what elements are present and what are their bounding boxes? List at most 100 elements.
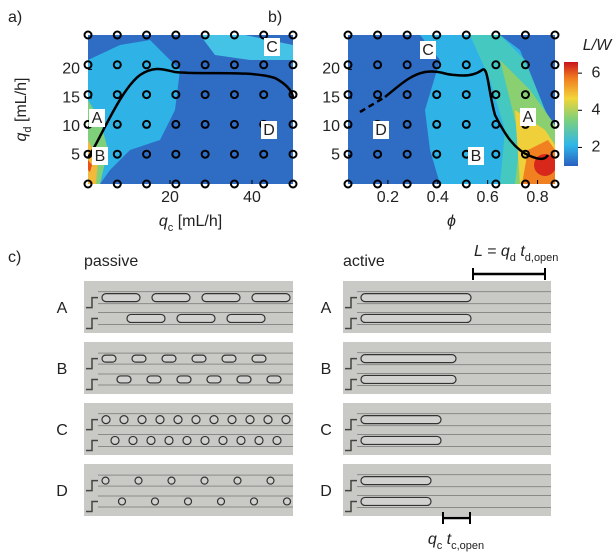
y-axis-label-part: [mL/h] [13,78,30,127]
droplet [191,354,207,363]
sample-point [83,149,93,159]
droplet [200,476,209,485]
sample-point [112,60,122,70]
droplet [131,354,147,363]
droplet [360,313,472,324]
sample-point [550,30,560,40]
micrograph [84,342,293,394]
y-tick-label: 10 [62,118,80,135]
sample-point [491,60,501,70]
x-axis-label-part: [mL/h] [173,213,222,230]
sample-point [112,119,122,129]
sample-point [373,90,383,100]
inlet [86,500,98,513]
inlet [86,357,98,370]
gap-formula-part: t [442,531,451,548]
region-label-bg [92,147,108,165]
colorbar-tick-label: 4 [592,102,601,119]
droplet [137,415,147,425]
sample-point [171,179,181,189]
droplet [360,496,432,507]
sample-point [520,60,530,70]
y-tick-label: 15 [322,89,340,106]
sample-point [402,119,412,129]
sample-point [491,179,501,189]
sample-point [229,60,239,70]
sample-point [550,90,560,100]
droplet [266,476,275,485]
sample-point [550,60,560,70]
sample-point [461,90,471,100]
sample-point [491,149,501,159]
droplet [254,435,264,446]
sample-point [491,119,501,129]
droplet [266,375,282,384]
length-formula-part: d [510,252,516,264]
x-tick-label: 40 [243,189,261,206]
sample-point [229,30,239,40]
droplet [128,435,138,446]
droplet [227,415,237,425]
droplet [201,293,241,303]
droplet [209,415,219,425]
sample-point [112,149,122,159]
sample-point [461,179,471,189]
sample-point [432,149,442,159]
region-label-bg [468,147,484,165]
droplet [360,354,457,364]
gap-formula-part: q [428,531,437,548]
row-label: A [57,300,68,317]
inlet [345,418,357,431]
x-axis-label: qc [mL/h] [159,213,222,234]
sample-point [343,60,353,70]
x-axis-label-part: q [159,213,168,230]
droplet [155,415,165,425]
droplet [236,435,246,446]
droplet [360,435,442,446]
y-tick-label: 5 [71,147,80,164]
region-label: A [523,109,534,126]
row-label: D [320,483,332,500]
sample-point [200,60,210,70]
droplet [176,313,216,324]
droplet [206,375,222,384]
micrograph [343,403,551,455]
panel-label: c) [8,249,21,266]
droplet [221,354,237,363]
droplet [101,354,117,363]
sample-point [112,30,122,40]
micrograph [84,464,293,516]
inlet [345,317,357,330]
x-tick-label: 0.6 [477,189,499,206]
droplet [134,476,143,485]
contour-a [88,35,293,184]
sample-point [402,30,412,40]
sample-point [288,30,298,40]
inlet [86,378,98,391]
sample-point [171,90,181,100]
region-label-bg [264,38,280,56]
x-tick-label: 0.4 [427,189,449,206]
droplet [272,435,282,446]
sample-point [461,60,471,70]
sample-point [200,119,210,129]
droplet [150,497,160,506]
column-title: passive [84,253,138,270]
x-axis-label-part: c [168,222,174,234]
region-label: D [263,122,275,139]
droplet [263,415,273,425]
sample-point [200,30,210,40]
sample-point [83,60,93,70]
sample-point [171,30,181,40]
droplet [164,435,174,446]
sample-point [461,30,471,40]
column-title: active [343,253,385,270]
droplet [173,415,183,425]
sample-point [200,90,210,100]
inlet [86,479,98,492]
sample-point [550,149,560,159]
sample-point [288,90,298,100]
droplet [117,497,127,506]
droplet [146,435,156,446]
droplet [101,476,110,485]
